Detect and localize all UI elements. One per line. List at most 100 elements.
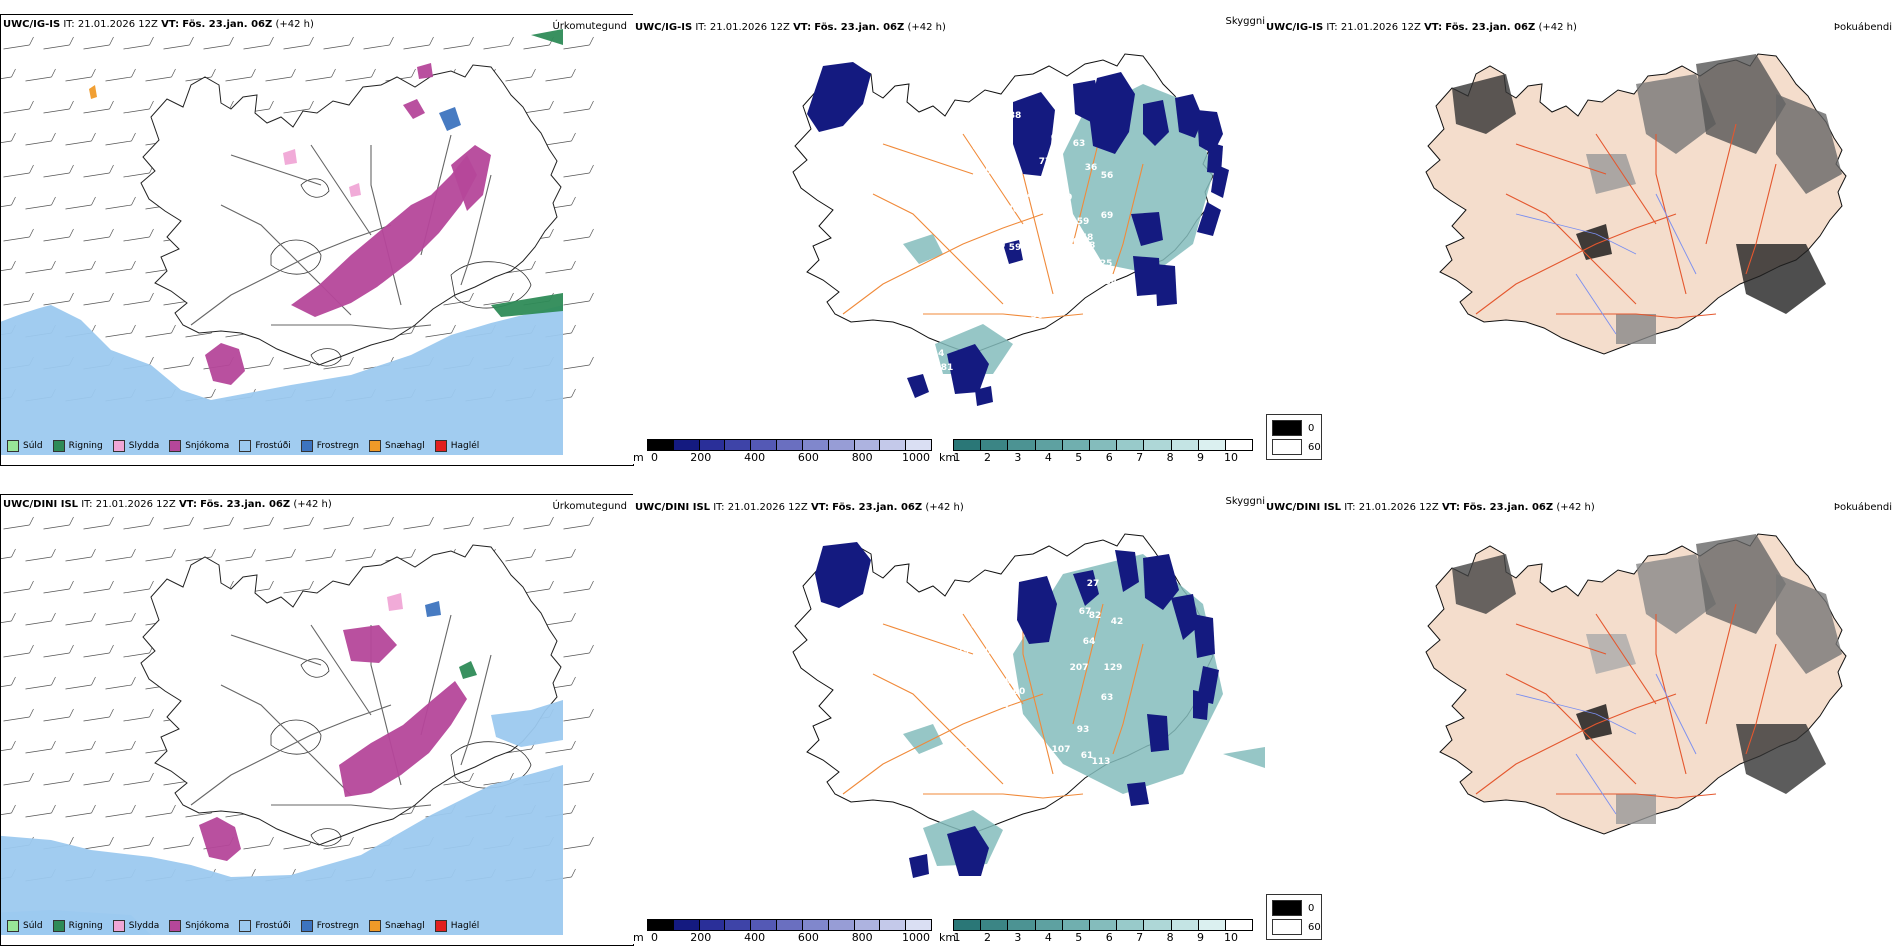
fog-legend-row: 0 [1272, 900, 1314, 916]
visibility-value: 38 [965, 741, 978, 751]
colorbar-segment [1089, 920, 1118, 930]
wind-barb-flag [571, 68, 576, 78]
wind-barb [3, 300, 30, 306]
wind-barb-flag [571, 196, 576, 206]
cloud-base-area [1223, 747, 1265, 768]
legend-swatch [112, 440, 125, 452]
wind-barb-flag [29, 580, 34, 590]
wind-barb [43, 44, 70, 50]
wind-barb-flag [549, 100, 554, 110]
wind-barb [323, 364, 350, 370]
colorbar-segment [1198, 440, 1226, 450]
wind-barb [363, 44, 390, 50]
wind-barb [243, 44, 270, 50]
lead-time: (+42 h) [925, 502, 964, 513]
wind-barb-flag [589, 164, 594, 174]
colorbar-tick-label: 400 [744, 451, 766, 464]
road-line [230, 634, 322, 666]
wind-barb-flag [451, 324, 456, 334]
low-visibility-area [1197, 110, 1223, 154]
colorbar-segment [1062, 440, 1090, 450]
wind-barb-flag [109, 36, 114, 46]
wind-barb [283, 844, 310, 850]
visibility-value: 207 [1070, 663, 1089, 673]
wind-barb [25, 556, 52, 562]
panel-header: UWC/DINI ISL IT: 21.01.2026 12Z VT: Fös.… [635, 502, 964, 520]
legend-label: Haglél [450, 441, 480, 451]
wind-barb [483, 300, 510, 306]
wind-barb [123, 844, 150, 850]
wind-barb-flag [29, 708, 34, 718]
low-visibility-area [1127, 782, 1149, 806]
wind-barb-flag [571, 548, 576, 558]
vt-label: VT: [161, 19, 180, 30]
wind-barb [283, 364, 310, 370]
wind-barb [563, 44, 590, 50]
fog-swatch [1272, 420, 1302, 436]
panel-header: UWC/DINI ISL IT: 21.01.2026 12Z VT: Fös.… [1266, 502, 1595, 520]
wind-barb-flag [51, 804, 56, 814]
it-label: IT: [713, 502, 725, 513]
wind-barb-flag [349, 356, 354, 366]
road-line [1475, 693, 1677, 795]
colorbar-segment [1117, 440, 1145, 450]
low-visibility-area [1133, 256, 1161, 296]
fog-map [1425, 533, 1847, 835]
wind-barb-flag [571, 740, 576, 750]
visibility-value: 75 [1035, 785, 1048, 795]
wind-barb-flag [589, 356, 594, 366]
wind-barb-flag [589, 36, 594, 46]
wind-barb-flag [29, 100, 34, 110]
wind-barb [305, 76, 332, 82]
panel-header: UWC/IG-IS IT: 21.01.2026 12Z VT: Fös. 23… [635, 22, 946, 40]
road-line [1515, 623, 1607, 655]
visibility-value: 85 [999, 655, 1012, 665]
legend-swatch [369, 920, 382, 932]
wind-barb [563, 364, 590, 370]
visibility-value: 107 [1052, 745, 1071, 755]
road-line [842, 213, 1044, 315]
colorbar-segment [981, 440, 1009, 450]
colorbar-segment [1035, 440, 1063, 450]
low-visibility-area [947, 344, 989, 394]
visibility-value: 70 [1007, 205, 1020, 215]
fog-indicator-panel-top: UWC/IG-IS IT: 21.01.2026 12Z VT: Fös. 23… [1266, 14, 1900, 464]
road-line [1475, 213, 1677, 315]
road-line [1745, 163, 1777, 275]
wind-barb-flag [229, 580, 234, 590]
wind-barb-flag [69, 100, 74, 110]
wind-barb-flag [589, 100, 594, 110]
visibility-value: 63 [1073, 139, 1086, 149]
map-group [1425, 533, 1847, 835]
wind-barb [83, 780, 110, 786]
wind-barb-flag [411, 68, 416, 78]
low-visibility-area [1197, 202, 1221, 236]
wind-barb [345, 76, 372, 82]
wind-barb [123, 588, 150, 594]
precip-legend-item: Haglél [434, 440, 480, 452]
wind-barb-flag [269, 356, 274, 366]
colorbar-tick-label: 8 [1166, 931, 1174, 944]
road-line [1112, 643, 1144, 755]
visibility-value: 48 [1055, 263, 1068, 273]
visibility-value: 55 [979, 167, 992, 177]
wind-barb [65, 556, 92, 562]
road-line [1112, 163, 1144, 275]
wind-barb [403, 44, 430, 50]
fog-legend: 0 60 [1266, 414, 1322, 460]
fog-indicator-layer [1452, 54, 1842, 344]
visibility-value: 31 [883, 385, 896, 395]
colorbar-segment [1008, 920, 1036, 930]
wind-barb-flag [51, 548, 56, 558]
lead-time: (+42 h) [1538, 22, 1577, 33]
init-time: 21.01.2026 12Z [709, 22, 790, 33]
legend-label: Snæhagl [385, 921, 425, 931]
visibility-value: 79 [791, 129, 804, 139]
wind-barb [105, 684, 132, 690]
wind-barb [43, 716, 70, 722]
wind-barb-flag [211, 388, 216, 398]
wind-barb-flag [269, 836, 274, 846]
low-visibility-area [1115, 550, 1139, 592]
wind-barb [65, 684, 92, 690]
